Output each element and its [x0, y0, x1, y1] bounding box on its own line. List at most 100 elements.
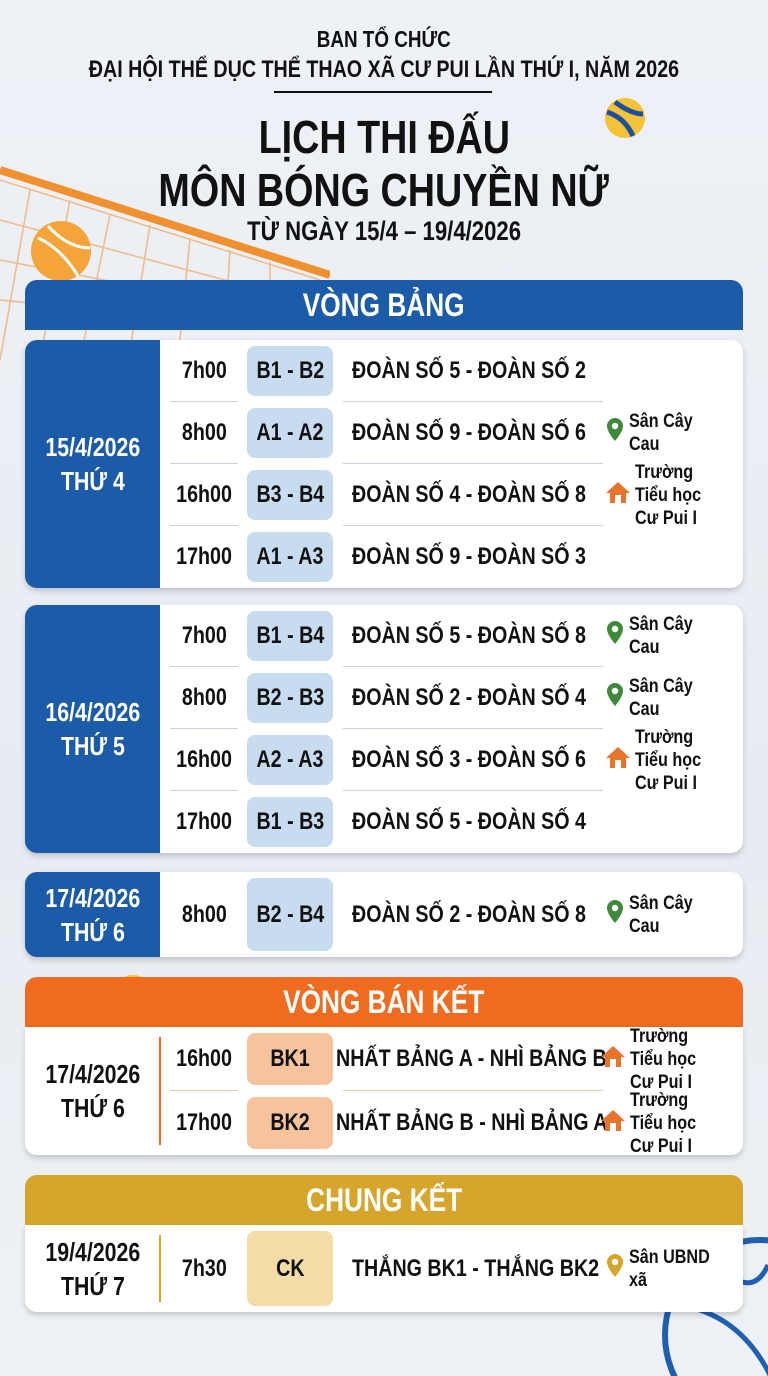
row-divider — [343, 463, 603, 464]
row-divider — [343, 790, 603, 791]
match-date: 15/4/2026 THỨ 4 — [25, 340, 160, 588]
match-venue: Sân Cây Cau — [605, 605, 743, 667]
house-icon — [605, 480, 635, 510]
match-time: 17h00 — [176, 1109, 232, 1136]
row-divider — [170, 1090, 238, 1091]
match-time: 16h00 — [176, 746, 232, 773]
match-code-badge: B1 - B3 — [247, 797, 333, 847]
row-divider — [343, 1090, 603, 1091]
page-subtitle: MÔN BÓNG CHUYỀN NỮ — [158, 164, 610, 216]
match-row: 8h00 B2 - B3 ĐOÀN SỐ 2 - ĐOÀN SỐ 4 Sân Cây … — [160, 667, 743, 729]
row-divider — [343, 666, 603, 667]
house-icon — [600, 1044, 630, 1074]
match-code-badge: A1 - A2 — [247, 408, 333, 458]
match-teams: ĐOÀN SỐ 5 - ĐOÀN SỐ 8 — [352, 622, 587, 649]
match-teams: ĐOÀN SỐ 2 - ĐOÀN SỐ 8 — [352, 900, 587, 928]
column-divider — [159, 1235, 161, 1302]
column-divider — [159, 1037, 161, 1145]
row-divider — [170, 463, 238, 464]
row-divider — [170, 401, 238, 402]
volleyball-icon — [31, 221, 91, 281]
match-row: 8h00 A1 - A2 ĐOÀN SỐ 9 - ĐOÀN SỐ 6 Sân Cây … — [160, 402, 743, 464]
group-stage-day-card: 17/4/2026 THỨ 6 8h00 B2 - B4 ĐOÀN SỐ 2 - ĐOÀ… — [25, 872, 743, 957]
row-divider — [170, 666, 238, 667]
match-venue: Trường Tiểu học Cư Pui I — [605, 727, 743, 794]
match-teams: NHẤT BẢNG A - NHÌ BẢNG B — [336, 1045, 607, 1072]
row-divider — [343, 401, 603, 402]
match-code-badge: A2 - A3 — [247, 735, 333, 785]
page-title: LỊCH THI ĐẤU — [258, 111, 510, 163]
match-row: 7h00 B1 - B4 ĐOÀN SỐ 5 - ĐOÀN SỐ 8 Sân Cây … — [160, 605, 743, 667]
match-row: 16h00 BK1 NHẤT BẢNG A - NHÌ BẢNG B Trường T… — [160, 1027, 743, 1093]
match-venue: Trường Tiểu học Cư Pui I — [600, 1090, 740, 1155]
match-code-badge: BK2 — [247, 1097, 333, 1149]
match-code-badge: B1 - B4 — [247, 611, 333, 661]
match-teams: ĐOÀN SỐ 9 - ĐOÀN SỐ 6 — [352, 419, 587, 446]
match-row: 8h00 B2 - B4 ĐOÀN SỐ 2 - ĐOÀN SỐ 8 Sân Cây … — [160, 872, 743, 957]
match-row: 16h00 A2 - A3 ĐOÀN SỐ 3 - ĐOÀN SỐ 6 Trường … — [160, 727, 743, 794]
match-row: 7h30 CK THẮNG BK1 - THẮNG BK2 Sân UBND xã — [160, 1225, 743, 1312]
match-time: 8h00 — [181, 900, 227, 928]
house-icon — [600, 1108, 630, 1138]
location-pin-icon — [605, 417, 629, 449]
match-teams: ĐOÀN SỐ 4 - ĐOÀN SỐ 8 — [352, 481, 587, 508]
match-date: 16/4/2026 THỨ 5 — [25, 605, 160, 853]
final-day-card: 19/4/2026 THỨ 7 7h30 CK THẮNG BK1 - THẮNG BK… — [25, 1225, 743, 1312]
match-row: 17h00 BK2 NHẤT BẢNG B - NHÌ BẢNG A Trường T… — [160, 1090, 743, 1156]
match-code-badge: CK — [247, 1231, 333, 1306]
match-date: 19/4/2026 THỨ 7 — [45, 1236, 140, 1301]
final-header: CHUNG KẾT — [25, 1175, 743, 1225]
match-date: 17/4/2026 THỨ 6 — [25, 872, 160, 957]
semifinal-header: VÒNG BÁN KẾT — [25, 977, 743, 1027]
match-time: 17h00 — [176, 808, 232, 835]
match-time: 16h00 — [176, 481, 232, 508]
event-name: ĐẠI HỘI THỂ DỤC THỂ THAO XÃ CƯ PUI LẦN T… — [88, 56, 680, 83]
match-teams: ĐOÀN SỐ 9 - ĐOÀN SỐ 3 — [352, 543, 587, 570]
match-teams: THẮNG BK1 - THẮNG BK2 — [352, 1254, 600, 1282]
house-icon — [605, 745, 635, 775]
match-venue: Trường Tiểu học Cư Pui I — [605, 462, 743, 529]
organizer: BAN TỔ CHỨC — [316, 26, 452, 52]
group-stage-day-card: 15/4/2026 THỨ 4 7h00 B1 - B2 ĐOÀN SỐ 5 - ĐOÀ… — [25, 340, 743, 588]
match-date: 17/4/2026 THỨ 6 — [45, 1059, 140, 1123]
match-teams: ĐOÀN SỐ 2 - ĐOÀN SỐ 4 — [352, 684, 587, 711]
match-code-badge: BK1 — [247, 1033, 333, 1085]
row-divider — [343, 728, 603, 729]
match-row: 17h00 B1 - B3 ĐOÀN SỐ 5 - ĐOÀN SỐ 4 — [160, 791, 743, 853]
match-time: 7h00 — [181, 357, 227, 384]
location-pin-icon — [605, 899, 629, 931]
row-divider — [170, 728, 238, 729]
match-teams: ĐOÀN SỐ 5 - ĐOÀN SỐ 4 — [352, 808, 587, 835]
match-time: 16h00 — [176, 1045, 232, 1072]
divider — [274, 91, 492, 93]
match-row: 17h00 A1 - A3 ĐOÀN SỐ 9 - ĐOÀN SỐ 3 — [160, 526, 743, 588]
location-pin-icon — [605, 620, 629, 652]
match-venue: Sân Cây Cau — [605, 872, 743, 957]
match-venue: Sân Cây Cau — [605, 667, 743, 729]
volleyball-icon — [605, 98, 645, 138]
row-divider — [170, 790, 238, 791]
match-time: 8h00 — [181, 684, 227, 711]
match-venue: Sân UBND xã — [605, 1225, 743, 1312]
match-venue: Trường Tiểu học Cư Pui I — [600, 1027, 740, 1093]
group-stage-header: VÒNG BẢNG — [25, 280, 743, 330]
match-venue: Sân Cây Cau — [605, 402, 743, 464]
match-teams: ĐOÀN SỐ 5 - ĐOÀN SỐ 2 — [352, 357, 587, 384]
match-time: 7h30 — [181, 1254, 227, 1282]
match-code-badge: B2 - B3 — [247, 673, 333, 723]
date-range: TỪ NGÀY 15/4 – 19/4/2026 — [247, 216, 521, 246]
location-pin-icon — [605, 1253, 629, 1285]
match-code-badge: B2 - B4 — [247, 878, 333, 951]
match-time: 7h00 — [181, 622, 227, 649]
match-row: 7h00 B1 - B2 ĐOÀN SỐ 5 - ĐOÀN SỐ 2 — [160, 340, 743, 402]
match-teams: NHẤT BẢNG B - NHÌ BẢNG A — [336, 1109, 608, 1136]
row-divider — [343, 525, 603, 526]
match-code-badge: B1 - B2 — [247, 346, 333, 396]
match-time: 17h00 — [176, 543, 232, 570]
location-pin-icon — [605, 682, 629, 714]
match-row: 16h00 B3 - B4 ĐOÀN SỐ 4 - ĐOÀN SỐ 8 Trường … — [160, 462, 743, 529]
match-teams: ĐOÀN SỐ 3 - ĐOÀN SỐ 6 — [352, 746, 587, 773]
semifinal-day-card: 17/4/2026 THỨ 6 16h00 BK1 NHẤT BẢNG A - NHÌ … — [25, 1027, 743, 1155]
match-code-badge: A1 - A3 — [247, 532, 333, 582]
match-code-badge: B3 - B4 — [247, 470, 333, 520]
